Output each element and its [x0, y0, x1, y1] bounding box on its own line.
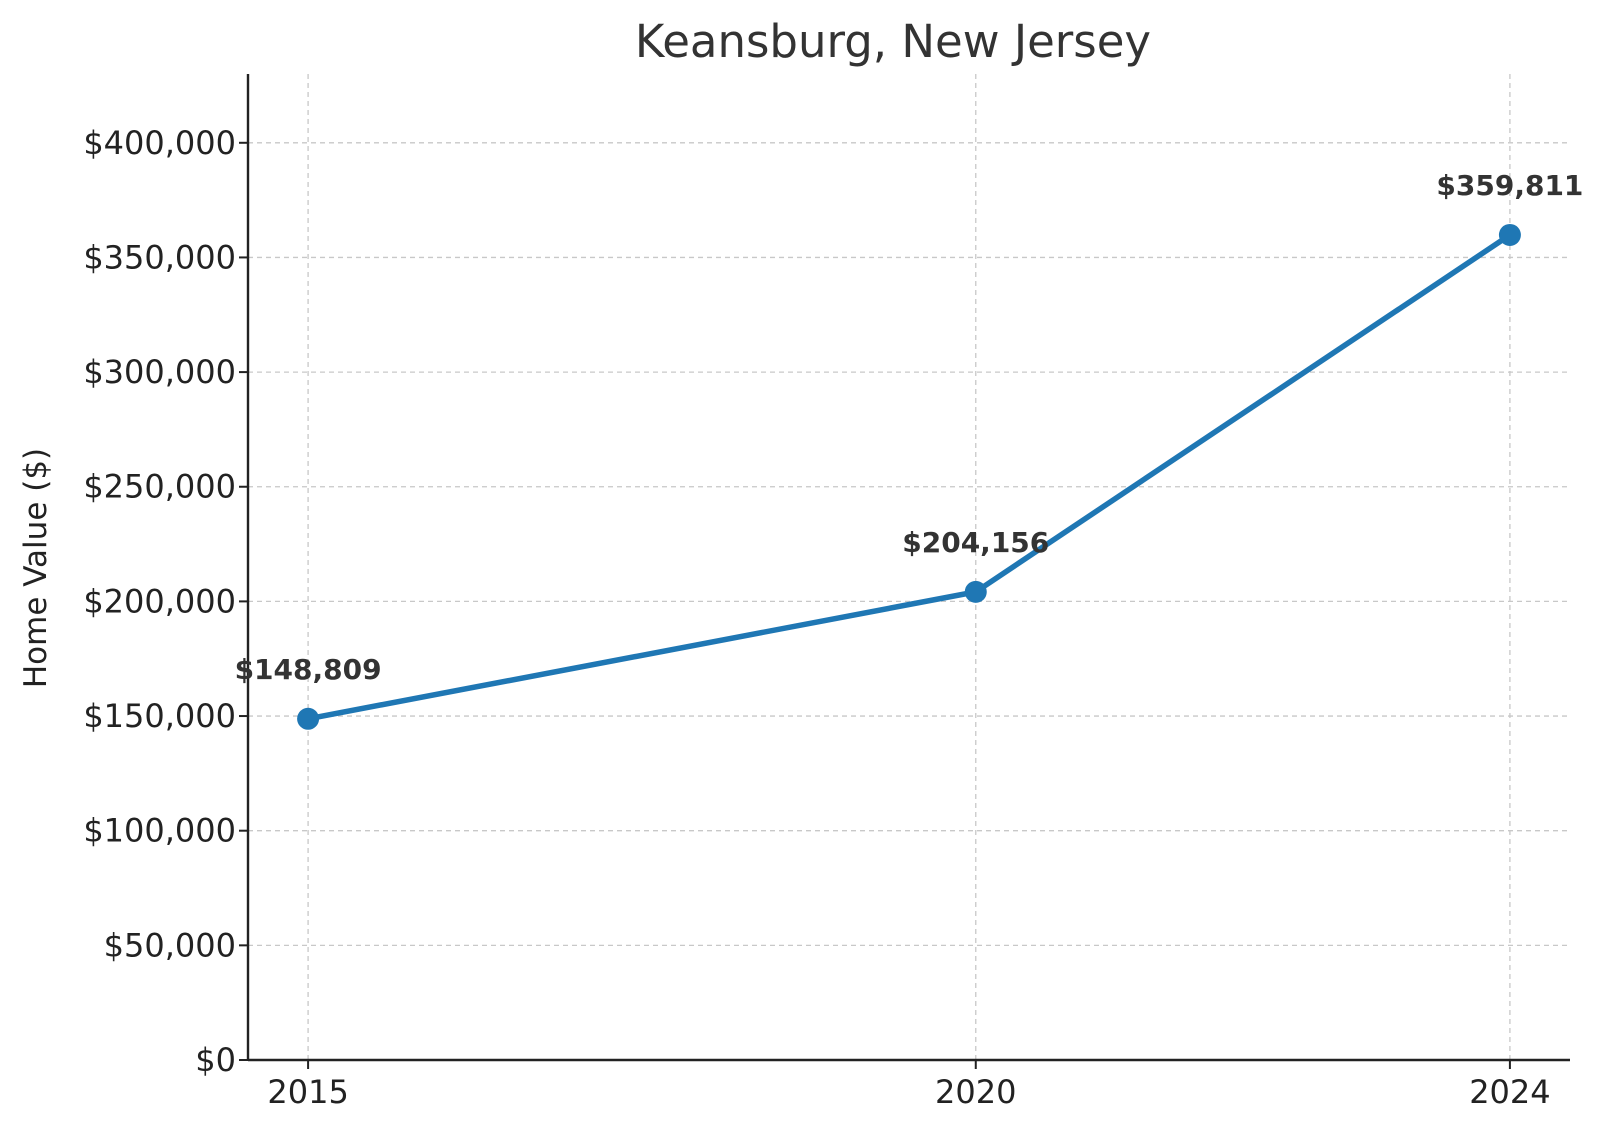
y-tick-label: $300,000 — [83, 353, 236, 391]
data-label: $148,809 — [235, 653, 382, 686]
y-tick-label: $250,000 — [83, 468, 236, 506]
data-label: $359,811 — [1436, 169, 1583, 202]
y-tick-label: $200,000 — [83, 582, 236, 620]
data-labels: $148,809 $204,156 $359,811 — [235, 169, 1584, 686]
x-tick-label: 2015 — [267, 1073, 348, 1111]
x-tick-label: 2024 — [1469, 1073, 1550, 1111]
data-point — [964, 580, 987, 603]
x-tick-label: 2020 — [935, 1073, 1016, 1111]
axes — [239, 74, 1570, 1069]
y-tick-label: $50,000 — [104, 926, 236, 964]
gridlines — [248, 74, 1570, 1060]
y-tick-label: $150,000 — [83, 697, 236, 735]
y-axis-label: Home Value ($) — [18, 448, 54, 688]
y-tick-label: $350,000 — [83, 238, 236, 276]
data-label: $204,156 — [902, 526, 1049, 559]
data-point — [297, 707, 320, 730]
data-point — [1498, 223, 1521, 246]
data-series — [297, 223, 1521, 730]
y-tick-label: $100,000 — [83, 812, 236, 850]
chart-title: Keansburg, New Jersey — [635, 15, 1151, 68]
y-tick-label: $400,000 — [83, 124, 236, 162]
series-line — [305, 232, 1513, 722]
tick-labels: $0 $50,000 $100,000 $150,000 $200,000 $250,00… — [83, 124, 1550, 1111]
y-tick-label: $0 — [195, 1041, 236, 1079]
